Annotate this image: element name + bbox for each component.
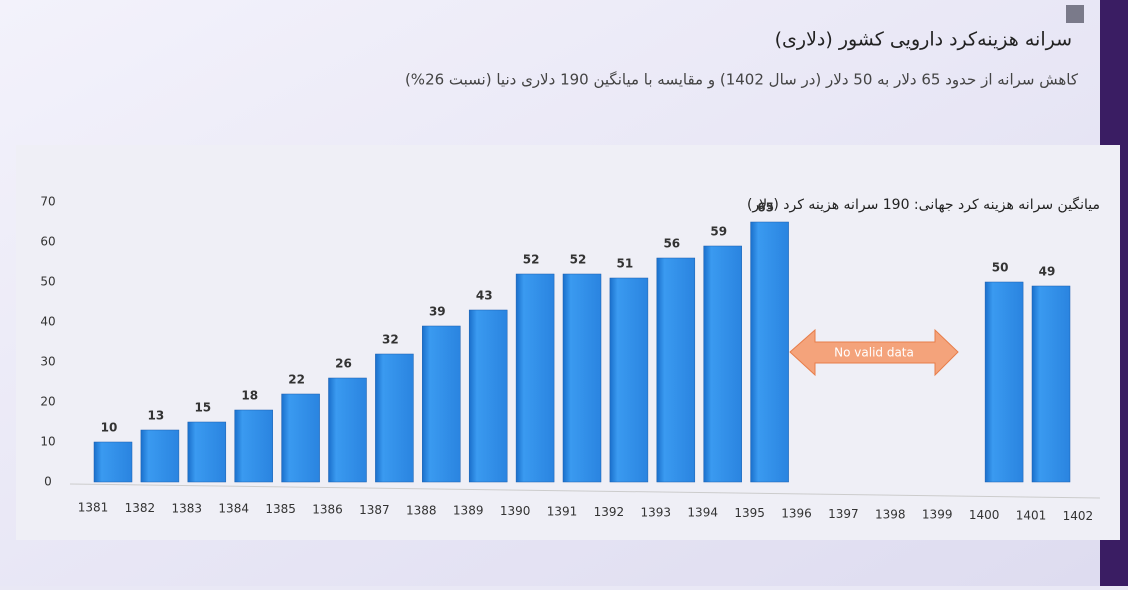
x-tick-label: 1383: [172, 501, 203, 515]
value-label: 49: [1039, 265, 1056, 279]
y-tick-label: 40: [40, 315, 55, 329]
y-tick-label: 0: [44, 475, 52, 489]
y-tick-label: 10: [40, 435, 55, 449]
x-tick-label: 1402: [1063, 509, 1094, 523]
bar: [609, 277, 649, 483]
bar: [984, 281, 1024, 483]
x-tick-label: 1392: [594, 505, 625, 519]
bar: [562, 273, 602, 483]
value-label: 39: [429, 305, 446, 319]
x-tick-label: 1391: [547, 505, 578, 519]
bar: [375, 353, 414, 483]
x-tick-label: 1385: [265, 502, 296, 516]
bar: [234, 409, 273, 483]
x-tick-label: 1388: [406, 503, 437, 517]
x-tick-label: 1381: [78, 501, 109, 515]
x-axis: [69, 483, 1101, 499]
value-label: 22: [288, 373, 305, 387]
x-tick-label: 1382: [125, 501, 156, 515]
value-label: 51: [617, 257, 634, 271]
x-tick-label: 1387: [359, 503, 390, 517]
x-tick-label: 1396: [781, 507, 812, 521]
y-tick-label: 70: [40, 195, 55, 209]
y-tick-label: 30: [40, 355, 55, 369]
bar: [422, 325, 461, 483]
bar: [187, 421, 227, 483]
value-label: 26: [335, 357, 352, 371]
bar: [140, 429, 180, 483]
x-tick-label: 1401: [1016, 509, 1047, 523]
bar: [515, 273, 555, 483]
value-label: 52: [570, 253, 587, 267]
value-label: 56: [663, 237, 680, 251]
bar: [703, 245, 742, 483]
value-label: 10: [101, 421, 118, 435]
x-tick-label: 1393: [641, 505, 672, 519]
y-tick-label: 20: [40, 395, 55, 409]
value-label: 18: [241, 389, 258, 403]
bar: [281, 393, 320, 483]
no-data-arrow: [789, 328, 959, 377]
value-label: 65: [757, 201, 774, 215]
x-tick-label: 1386: [312, 503, 343, 517]
bar: [328, 377, 367, 483]
value-label: 59: [710, 225, 727, 239]
value-label: 50: [992, 261, 1009, 275]
x-tick-label: 1384: [218, 502, 249, 516]
icon: [1066, 5, 1084, 23]
value-label: 43: [476, 289, 493, 303]
x-tick-label: 1395: [734, 506, 765, 520]
x-tick-label: 1390: [500, 504, 531, 518]
bar: [468, 309, 508, 483]
value-label: 15: [194, 401, 211, 415]
value-label: 13: [148, 409, 165, 423]
x-tick-label: 1400: [969, 508, 1000, 522]
x-tick-label: 1399: [922, 508, 953, 522]
bar: [750, 221, 789, 483]
title: سرانه هزینه‌کرد دارویی کشور (دلاری): [775, 29, 1072, 51]
x-tick-label: 1398: [875, 507, 906, 521]
x-tick-label: 1397: [828, 507, 859, 521]
y-tick-label: 60: [40, 235, 55, 249]
value-label: 32: [382, 333, 399, 347]
y-tick-label: 50: [40, 275, 55, 289]
value-label: 52: [523, 253, 540, 267]
x-tick-label: 1394: [687, 506, 718, 520]
x-tick-label: 1389: [453, 504, 484, 518]
no-data-label: No valid data: [834, 346, 914, 360]
chart-annotation: میانگین سرانه هزینه کرد جهانی: 190 سرانه…: [747, 196, 1100, 213]
bar: [93, 441, 133, 483]
subtitle: کاهش سرانه از حدود 65 دلار به 50 دلار (د…: [405, 71, 1079, 89]
bar: [656, 257, 696, 483]
bar: [1031, 285, 1071, 483]
